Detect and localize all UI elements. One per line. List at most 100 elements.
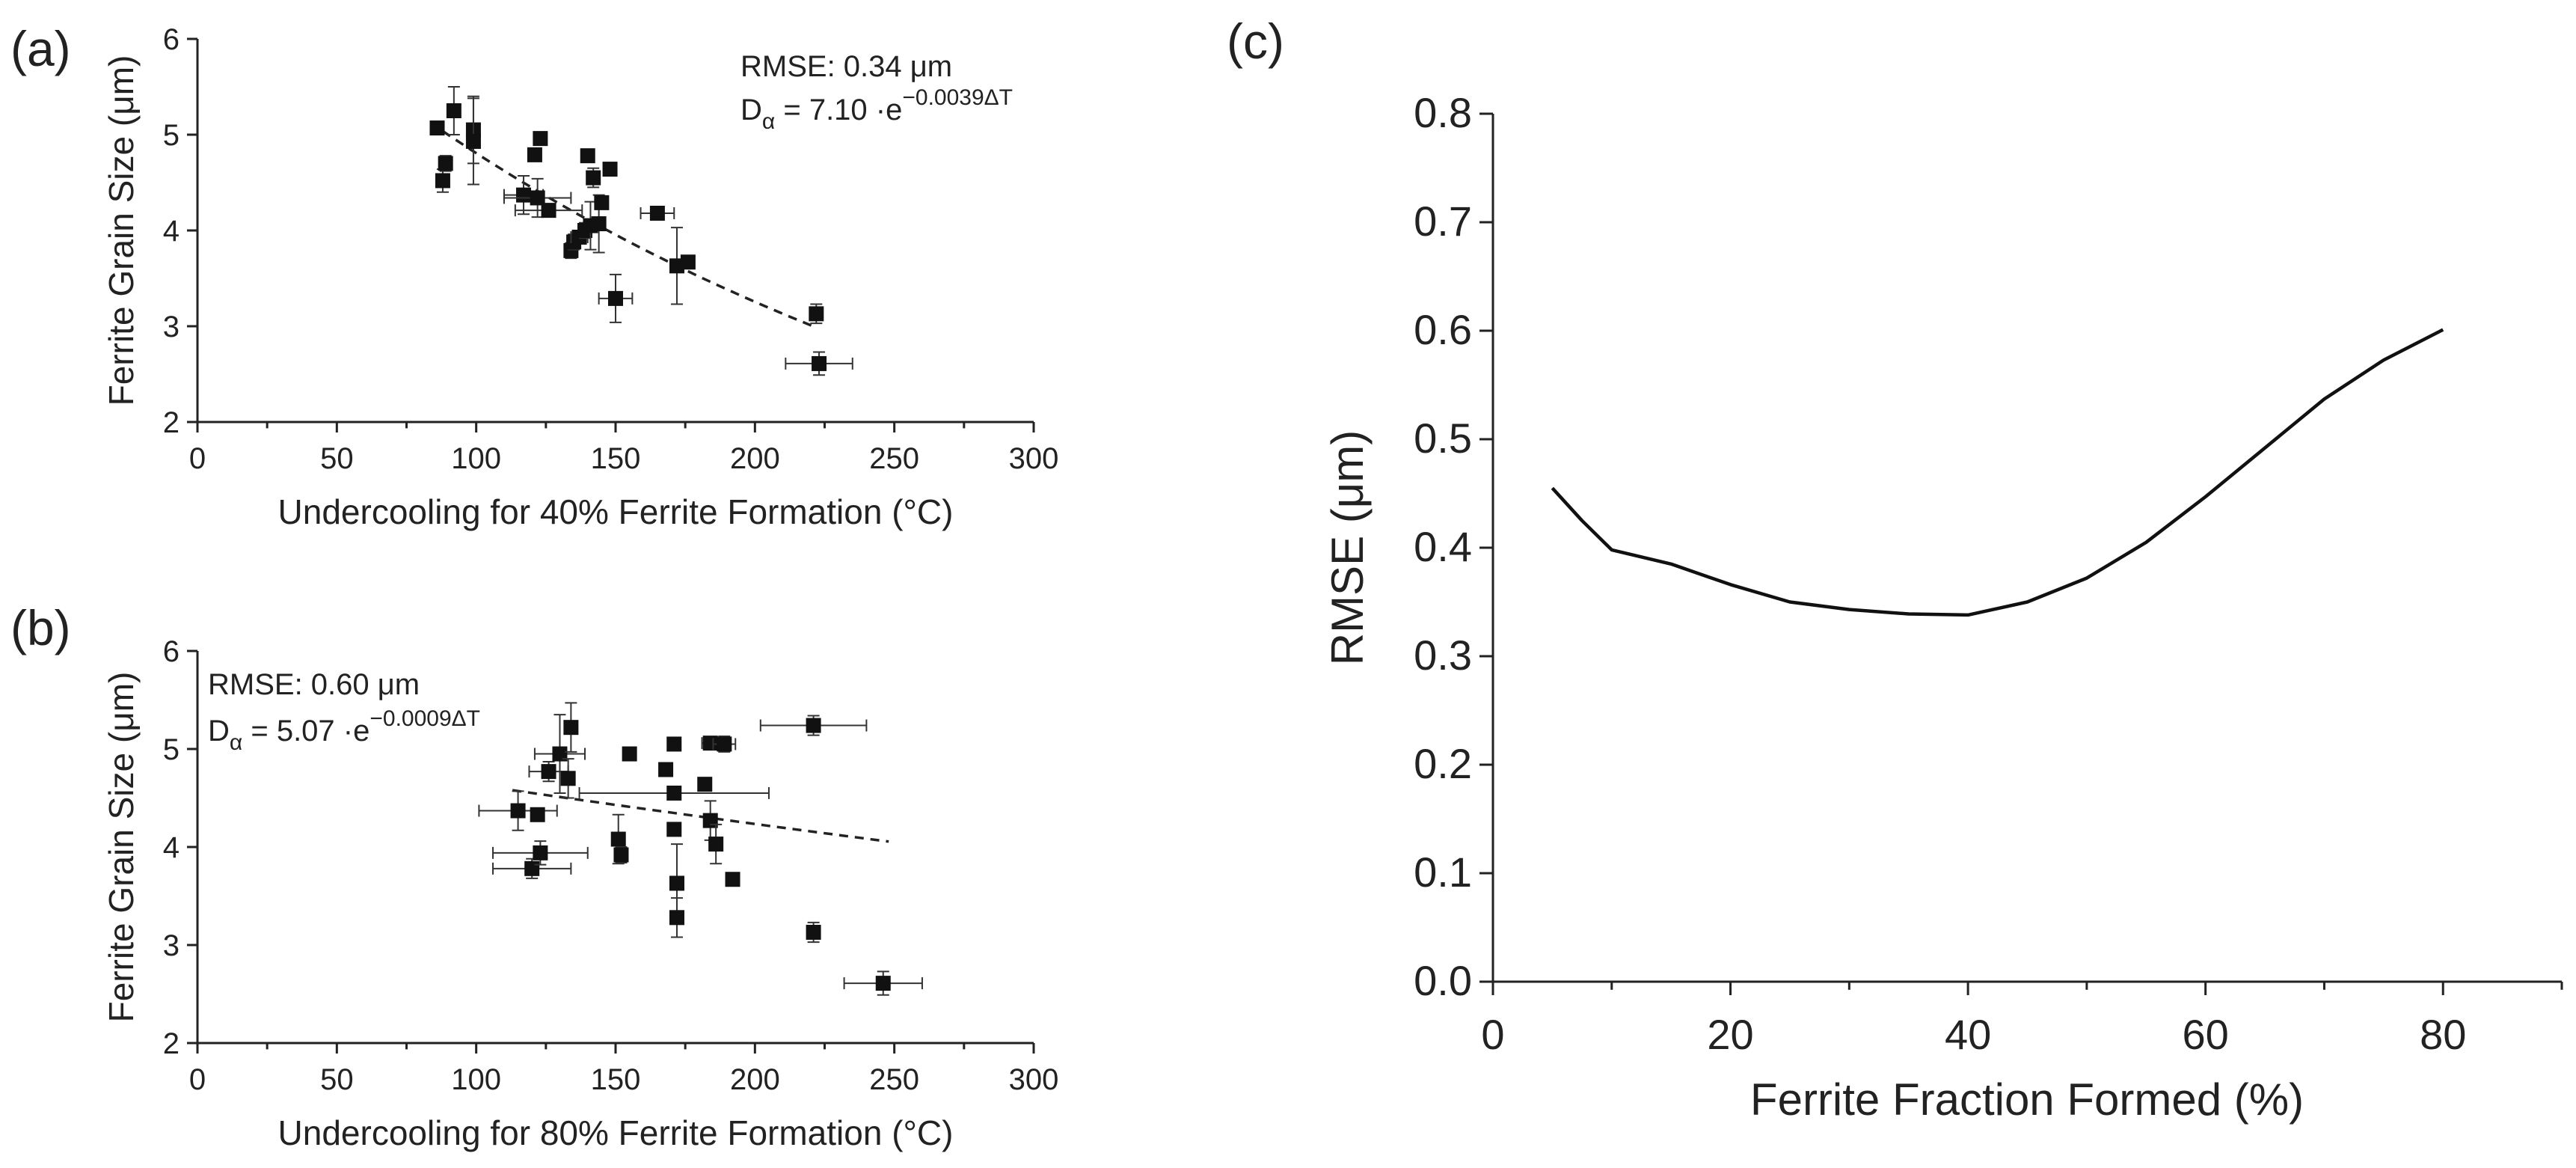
data-point-b <box>806 921 821 944</box>
equation-annotation-b: Dα = 5.07 ·e−0.0009ΔT <box>208 706 480 755</box>
marker-square <box>602 162 618 177</box>
marker-square <box>429 120 445 136</box>
chart-a: (a) 0 50 100 150 200 250 300 2 3 4 5 6 Undercooling f… <box>10 21 1058 531</box>
y-tick-label-b: 6 <box>163 635 180 668</box>
marker-square <box>580 148 595 164</box>
marker-square <box>560 771 576 786</box>
x-tick-label-c: 80 <box>2420 1011 2466 1058</box>
x-tick-label-b: 200 <box>730 1063 780 1096</box>
x-tick-label-c: 20 <box>1707 1011 1753 1058</box>
x-tick-label-a: 0 <box>189 442 206 475</box>
marker-square <box>666 822 682 837</box>
x-tick-label-b: 50 <box>320 1063 354 1096</box>
panel-label-b: (b) <box>10 600 71 655</box>
eq-symbol: D <box>208 715 230 747</box>
x-tick-label-a: 300 <box>1009 442 1059 475</box>
marker-square <box>812 355 827 371</box>
x-tick-label-b: 0 <box>189 1063 206 1096</box>
marker-square <box>541 764 556 780</box>
y-tick-label-a: 2 <box>163 406 180 439</box>
marker-square <box>622 746 637 762</box>
data-point-b <box>701 736 720 751</box>
y-tick-label-c: 0.7 <box>1414 198 1472 245</box>
marker-square <box>563 720 579 736</box>
data-point-a <box>602 162 618 177</box>
marker-square <box>591 216 607 232</box>
data-point-b <box>622 746 637 762</box>
x-tick-label-a: 250 <box>869 442 919 475</box>
marker-square <box>613 847 629 863</box>
eq-subscript: α <box>762 109 775 134</box>
chart-b: (b) 0 50 100 150 200 250 300 2 3 4 5 6 Undercooling f… <box>10 600 1058 1152</box>
y-tick-label-c: 0.6 <box>1414 306 1472 353</box>
data-point-a <box>446 86 461 135</box>
data-point-a <box>514 203 583 218</box>
marker-square <box>610 831 626 847</box>
marker-square <box>658 762 674 777</box>
marker-square <box>516 187 532 203</box>
marker-square <box>608 290 623 306</box>
x-tick-label-a: 200 <box>730 442 780 475</box>
marker-square <box>669 910 684 926</box>
y-tick-label-b: 2 <box>163 1027 180 1060</box>
eq-main: = 5.07 ·e <box>242 715 369 747</box>
marker-square <box>806 924 821 940</box>
marker-square <box>806 718 821 733</box>
x-tick-label-b: 250 <box>869 1063 919 1096</box>
marker-square <box>649 205 665 221</box>
marker-square <box>438 156 453 171</box>
marker-square <box>697 777 713 792</box>
x-axis-label-b: Undercooling for 80% Ferrite Formation (… <box>278 1113 954 1152</box>
data-point-a <box>580 148 595 164</box>
data-point-a <box>591 194 607 254</box>
marker-square <box>809 306 824 322</box>
eq-exponent: −0.0039ΔT <box>902 85 1013 110</box>
x-axis-label-a: Undercooling for 40% Ferrite Formation (… <box>278 492 954 531</box>
y-tick-label-a: 4 <box>163 215 180 248</box>
y-tick-label-c: 0.1 <box>1414 849 1472 896</box>
y-tick-label-b: 4 <box>163 831 180 864</box>
marker-square <box>446 103 461 118</box>
data-point-b <box>613 846 629 863</box>
marker-square <box>725 872 740 887</box>
y-axis-label-c: RMSE (μm) <box>1322 430 1373 666</box>
eq-subscript: α <box>230 730 242 755</box>
marker-square <box>552 746 568 762</box>
y-tick-label-c: 0.3 <box>1414 632 1472 679</box>
data-point-b <box>478 790 558 831</box>
data-point-a <box>533 131 548 147</box>
y-tick-label-a: 3 <box>163 311 180 343</box>
marker-square <box>666 736 682 752</box>
data-point-b <box>708 823 724 865</box>
rmse-annotation-b: RMSE: 0.60 μm <box>208 668 420 701</box>
marker-square <box>680 254 696 270</box>
data-point-a <box>680 254 696 270</box>
marker-square <box>435 173 450 189</box>
data-point-a <box>785 351 853 376</box>
data-point-b <box>560 758 576 799</box>
marker-square <box>530 807 545 822</box>
data-point-b <box>530 807 545 822</box>
y-tick-label-c: 0.8 <box>1414 89 1472 136</box>
x-tick-label-a: 100 <box>451 442 501 475</box>
x-tick-label-a: 50 <box>320 442 354 475</box>
data-point-a <box>429 120 445 136</box>
eq-exponent: −0.0009ΔT <box>369 706 480 731</box>
eq-symbol: D <box>740 94 762 126</box>
y-tick-label-b: 3 <box>163 929 180 962</box>
y-tick-label-c: 0.0 <box>1414 957 1472 1004</box>
y-tick-label-a: 6 <box>163 23 180 56</box>
y-tick-label-c: 0.5 <box>1414 415 1472 462</box>
marker-square <box>594 195 610 210</box>
y-tick-label-a: 5 <box>163 119 180 152</box>
x-tick-label-b: 300 <box>1009 1063 1059 1096</box>
data-point-a <box>598 273 634 323</box>
data-point-b <box>697 777 713 792</box>
marker-square <box>527 147 542 162</box>
panel-label-a: (a) <box>10 21 71 76</box>
y-tick-label-c: 0.2 <box>1414 740 1472 787</box>
data-point-b <box>492 857 572 879</box>
marker-square <box>530 190 545 206</box>
marker-square <box>586 170 601 186</box>
fit-line-b <box>512 789 889 843</box>
